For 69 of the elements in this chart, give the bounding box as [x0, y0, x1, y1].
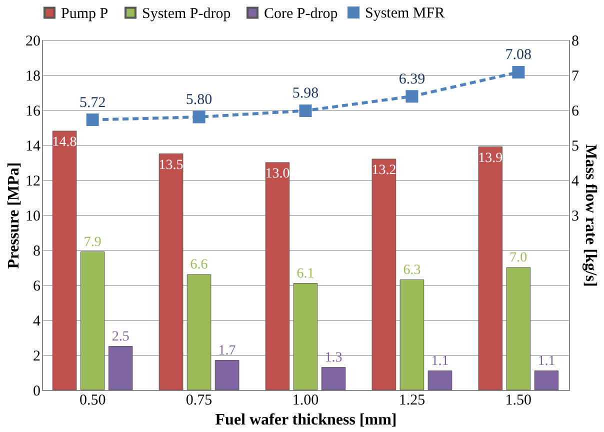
data-label: 13.2 — [372, 163, 396, 178]
data-label: 1.1 — [431, 354, 449, 369]
legend-label: System P-drop — [142, 6, 231, 22]
point — [406, 90, 418, 103]
bar — [321, 367, 346, 390]
y2-tick-label: 4 — [572, 174, 580, 190]
x-tick-label: 1.50 — [505, 392, 532, 408]
point — [299, 104, 312, 117]
data-label: 5.72 — [79, 94, 106, 111]
bar — [534, 370, 559, 390]
bar — [372, 158, 396, 390]
data-label: 1.1 — [538, 354, 556, 369]
y-tick-label: 18 — [26, 68, 40, 84]
data-label: 13.9 — [478, 150, 503, 166]
data-label: 6.1 — [296, 266, 314, 282]
data-label: 6.3 — [403, 262, 421, 278]
point — [512, 66, 525, 78]
data-label: 6.6 — [190, 258, 208, 272]
y-tick-label: 2 — [33, 348, 40, 364]
y-tick-label: 16 — [26, 104, 41, 120]
y-tick-label: 14 — [26, 138, 41, 154]
legend-label: Pump P — [61, 6, 108, 22]
bar — [80, 252, 105, 390]
bar — [214, 360, 240, 390]
y2-tick-label: 8 — [572, 34, 579, 50]
point — [192, 110, 206, 124]
data-label: 5.80 — [186, 92, 212, 108]
y-tick-label: 12 — [26, 174, 40, 190]
data-label: 5.98 — [292, 86, 319, 102]
y-tick-label: 10 — [26, 208, 40, 224]
data-label: 7.9 — [84, 234, 102, 250]
bar — [506, 267, 531, 390]
x-tick-label: 1.00 — [292, 392, 319, 408]
data-label: 6.39 — [398, 71, 426, 88]
bar — [400, 280, 424, 390]
legend-label: Core P-drop — [264, 6, 338, 22]
y-tick-label: 0 — [33, 384, 40, 400]
x-tick-label: 0.50 — [79, 392, 106, 408]
bar — [265, 162, 290, 390]
data-label: 13.5 — [158, 158, 184, 173]
data-label: 13.0 — [265, 166, 290, 182]
data-label: 7.0 — [510, 250, 528, 266]
bar — [52, 130, 77, 390]
y2-tick-label: 3 — [572, 208, 579, 224]
y-tick-label: 4 — [33, 314, 41, 330]
y2-tick-label: 7 — [572, 68, 580, 84]
data-label: 1.3 — [324, 350, 342, 366]
x-axis-title: Fuel wafer thickness [mm] — [215, 412, 397, 428]
legend-label: System MFR — [365, 6, 445, 22]
x-tick-label: 1.25 — [398, 392, 426, 408]
y-tick-label: 20 — [26, 34, 40, 50]
y2-axis-title: Mass flow rate [kg/s] — [582, 144, 599, 287]
bar — [186, 274, 212, 390]
bar — [108, 346, 133, 390]
y-tick-label: 8 — [33, 244, 40, 260]
y2-tick-label: 5 — [572, 138, 579, 154]
data-label: 7.08 — [505, 47, 532, 64]
data-label: 14.8 — [52, 135, 77, 150]
y-axis-title: Pressure [MPa] — [6, 162, 22, 269]
bar — [158, 154, 184, 390]
bar — [428, 370, 452, 390]
bar — [478, 146, 503, 390]
y-tick-label: 6 — [33, 278, 41, 294]
point — [86, 114, 99, 126]
x-tick-label: 0.75 — [186, 392, 212, 408]
bar — [293, 283, 318, 390]
y2-tick-label: 6 — [572, 104, 580, 120]
data-label: 1.7 — [218, 343, 236, 358]
data-label: 2.5 — [112, 329, 130, 344]
